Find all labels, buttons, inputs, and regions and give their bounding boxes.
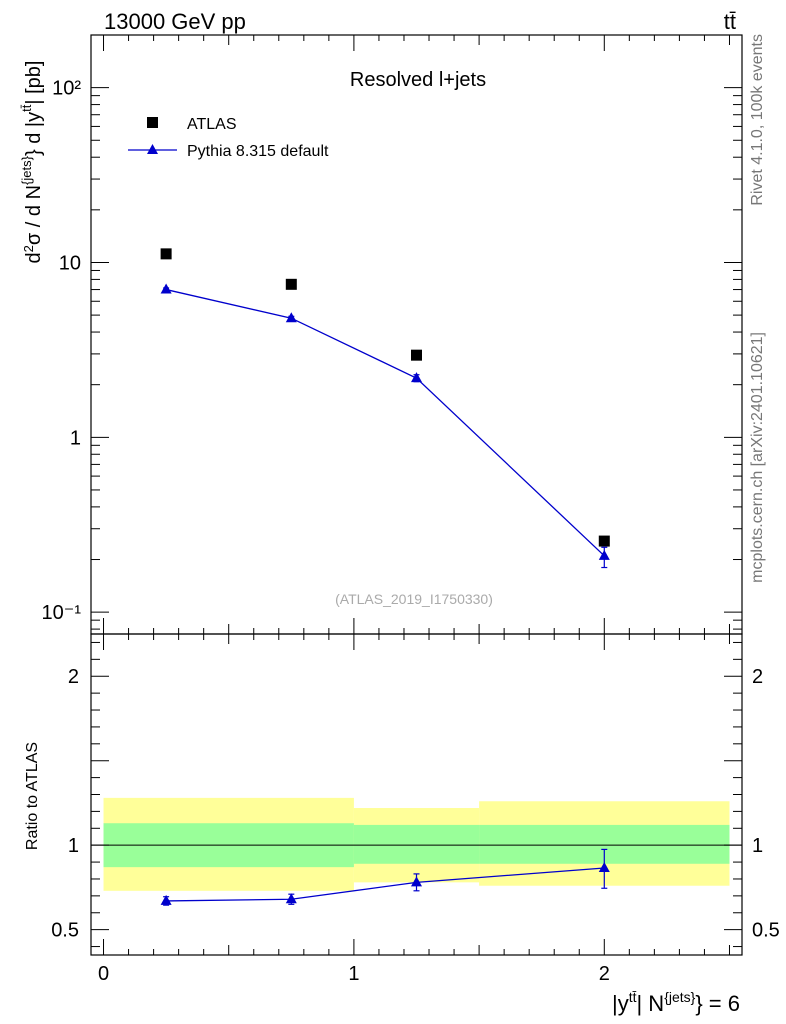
pythia-main-point bbox=[160, 283, 172, 294]
pythia-ratio-line bbox=[166, 867, 605, 902]
pythia-main-point bbox=[411, 372, 422, 383]
pythia-ratio-point bbox=[411, 876, 422, 887]
side-text-lower: mcplots.cern.ch [arXiv:2401.10621] bbox=[749, 332, 766, 583]
x-tick-label: 0 bbox=[98, 963, 109, 985]
ratio-panel: 0 1 2 0.5 0.5 1 1 2 2 bbox=[51, 633, 780, 985]
atlas-point bbox=[160, 248, 172, 260]
main-ytick-label: 10⁻¹ bbox=[42, 602, 82, 624]
watermark: (ATLAS_2019_I1750330) bbox=[335, 591, 493, 607]
ratio-ytick-label-right: 2 bbox=[752, 666, 763, 688]
pythia-ratio-point bbox=[285, 893, 297, 904]
ratio-ytick-label-left: 0.5 bbox=[51, 920, 79, 942]
main-ytick-label: 10 bbox=[59, 252, 81, 274]
main-ytick-label: 1 bbox=[70, 427, 81, 449]
atlas-point bbox=[411, 349, 422, 361]
x-tick-label: 1 bbox=[348, 963, 359, 985]
ratio-ytick-label-left: 1 bbox=[68, 835, 79, 857]
ratio-ytick-label-right: 0.5 bbox=[752, 920, 780, 942]
atlas-point bbox=[598, 535, 610, 547]
pythia-main-point bbox=[285, 312, 297, 323]
legend-atlas-marker bbox=[147, 117, 158, 128]
legend-pythia-marker bbox=[147, 144, 158, 154]
legend-pythia-label: Pythia 8.315 default bbox=[187, 143, 329, 160]
ratio-ytick-label-left: 2 bbox=[68, 666, 79, 688]
pythia-ratio-point bbox=[598, 861, 610, 872]
main-panel: 10⁻¹ 1 10 10² bbox=[42, 34, 743, 635]
header-left: 13000 GeV pp bbox=[104, 9, 246, 34]
x-axis-label: |ytt̄| N{jets}} = 6 bbox=[612, 989, 740, 1016]
side-text-upper: Rivet 4.1.0, 100k events bbox=[749, 34, 766, 206]
ratio-band-inner-bin-1 bbox=[353, 824, 480, 864]
pythia-main-point bbox=[598, 549, 610, 560]
main-title: Resolved l+jets bbox=[350, 69, 486, 91]
main-ylabel: d2σ / d N{jets}} d |ytt̄| [pb] bbox=[19, 61, 45, 264]
ratio-ytick-label-right: 1 bbox=[752, 835, 763, 857]
atlas-point bbox=[285, 278, 297, 290]
pythia-main-line bbox=[165, 288, 605, 557]
legend-atlas-label: ATLAS bbox=[187, 116, 237, 133]
main-ytick-label: 10² bbox=[52, 78, 81, 100]
header-right: tt̄ bbox=[724, 9, 736, 34]
ratio-ylabel: Ratio to ATLAS bbox=[24, 742, 41, 850]
x-tick-label: 2 bbox=[599, 963, 610, 985]
ratio-frame bbox=[90, 633, 743, 956]
legend: ATLAS Pythia 8.315 default bbox=[128, 116, 329, 160]
pythia-ratio-point bbox=[160, 894, 172, 905]
